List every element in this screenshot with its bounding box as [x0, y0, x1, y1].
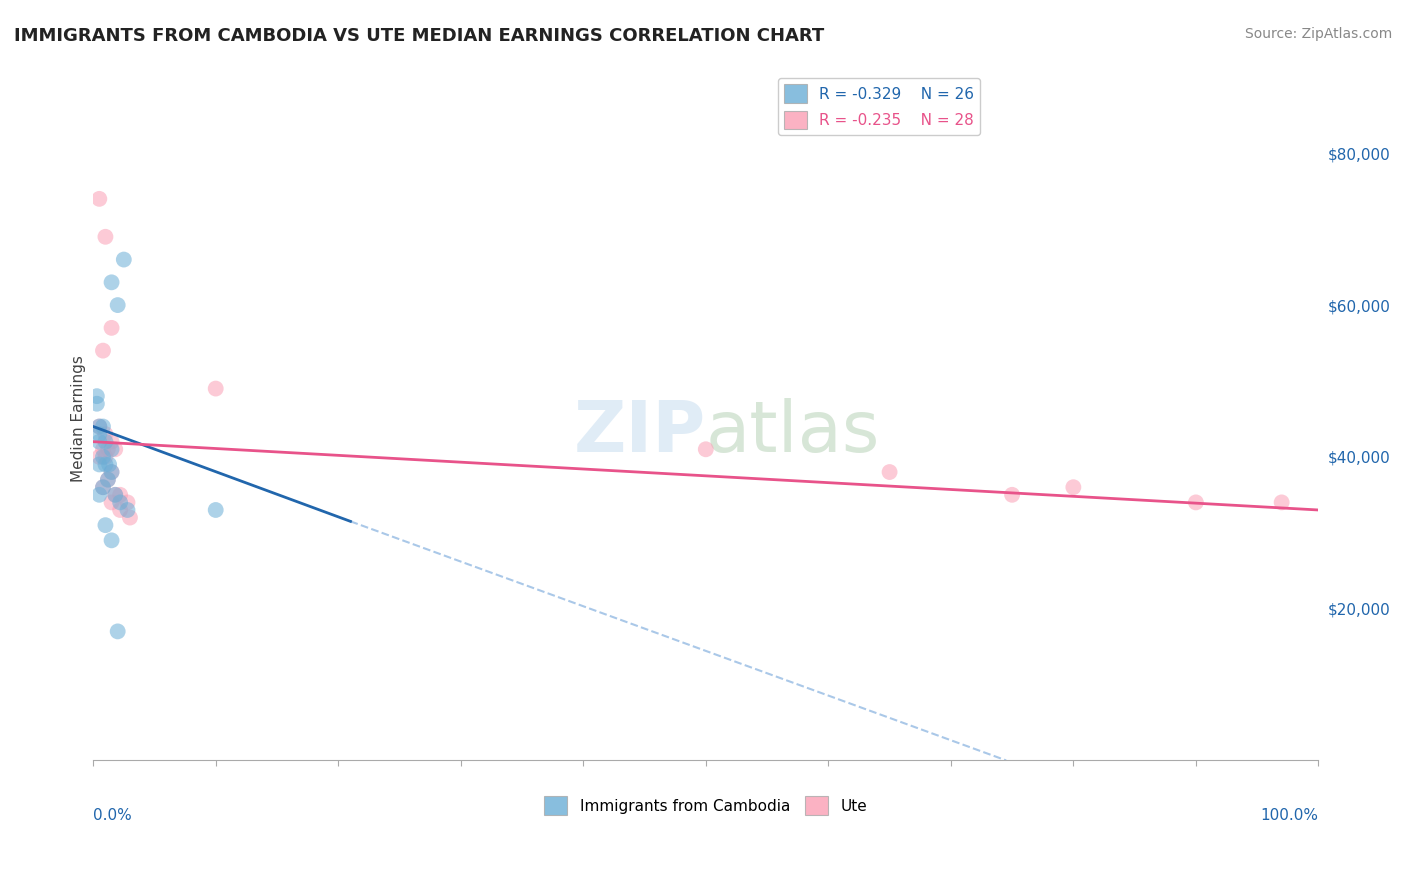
- Point: [879, 465, 901, 479]
- Point: [1062, 480, 1084, 494]
- Point: [91, 442, 114, 457]
- Point: [89, 458, 111, 472]
- Point: [107, 298, 129, 312]
- Point: [117, 495, 139, 509]
- Point: [89, 488, 111, 502]
- Point: [100, 276, 122, 290]
- Point: [107, 624, 129, 639]
- Point: [100, 465, 122, 479]
- Point: [97, 473, 120, 487]
- Point: [118, 510, 141, 524]
- Point: [91, 480, 114, 494]
- Point: [94, 450, 117, 464]
- Point: [94, 518, 117, 533]
- Point: [100, 434, 122, 449]
- Point: [89, 419, 111, 434]
- Point: [100, 465, 122, 479]
- Point: [91, 450, 114, 464]
- Point: [89, 434, 111, 449]
- Point: [100, 533, 122, 548]
- Point: [89, 450, 111, 464]
- Point: [108, 503, 131, 517]
- Point: [100, 321, 122, 335]
- Point: [104, 488, 127, 502]
- Y-axis label: Median Earnings: Median Earnings: [72, 356, 86, 483]
- Point: [117, 503, 139, 517]
- Point: [112, 252, 135, 267]
- Point: [1001, 488, 1024, 502]
- Point: [94, 434, 117, 449]
- Point: [89, 427, 111, 442]
- Point: [204, 382, 226, 396]
- Point: [91, 480, 114, 494]
- Text: Source: ZipAtlas.com: Source: ZipAtlas.com: [1244, 27, 1392, 41]
- Point: [204, 503, 226, 517]
- Point: [695, 442, 717, 457]
- Point: [86, 397, 108, 411]
- Point: [100, 442, 122, 457]
- Point: [89, 419, 111, 434]
- Point: [104, 442, 127, 457]
- Point: [94, 229, 117, 244]
- Point: [91, 419, 114, 434]
- Point: [1185, 495, 1208, 509]
- Text: ZIP: ZIP: [574, 398, 706, 467]
- Legend: Immigrants from Cambodia, Ute: Immigrants from Cambodia, Ute: [538, 790, 873, 821]
- Point: [94, 458, 117, 472]
- Text: atlas: atlas: [706, 398, 880, 467]
- Point: [100, 495, 122, 509]
- Point: [89, 192, 111, 206]
- Text: 0.0%: 0.0%: [93, 808, 132, 823]
- Point: [97, 473, 120, 487]
- Point: [98, 458, 121, 472]
- Point: [108, 488, 131, 502]
- Point: [1271, 495, 1294, 509]
- Text: 100.0%: 100.0%: [1260, 808, 1319, 823]
- Text: IMMIGRANTS FROM CAMBODIA VS UTE MEDIAN EARNINGS CORRELATION CHART: IMMIGRANTS FROM CAMBODIA VS UTE MEDIAN E…: [14, 27, 824, 45]
- Point: [94, 427, 117, 442]
- Point: [91, 343, 114, 358]
- Point: [104, 488, 127, 502]
- Point: [97, 442, 120, 457]
- Point: [86, 389, 108, 403]
- Point: [108, 495, 131, 509]
